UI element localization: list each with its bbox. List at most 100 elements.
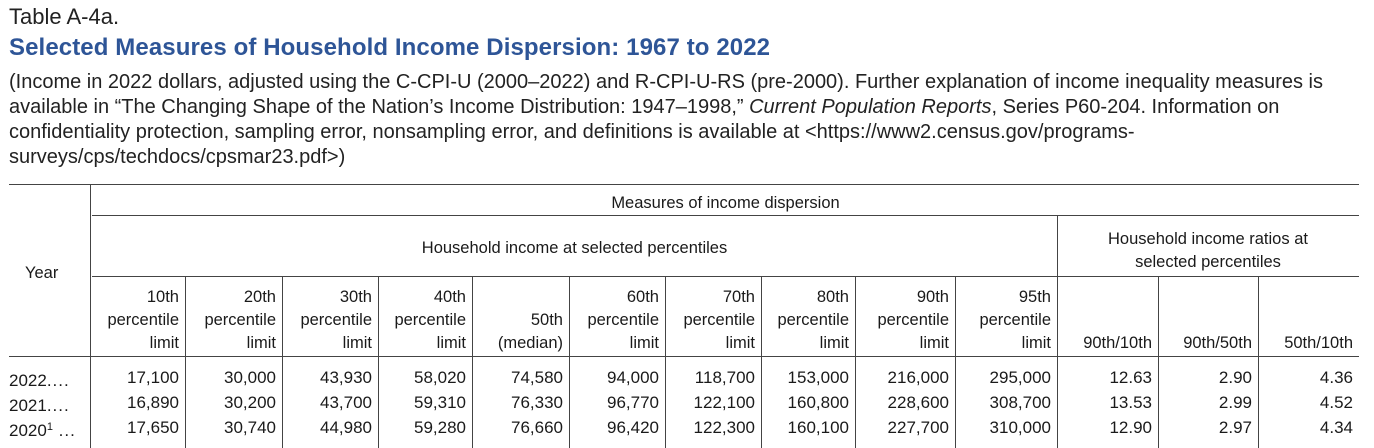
column-divider [855,276,856,448]
table-cell: 43,930 [320,368,372,387]
column-header: 90th percentile limit [856,286,949,354]
table-cell: 17,100 [127,368,179,387]
column-header-line [473,286,563,309]
year-cell: 2021.... [9,391,70,417]
description-text: (Income in 2022 dollars, adjusted using … [9,71,1323,118]
table-cell: 59,280 [414,418,466,437]
leader-dots: ... [52,421,76,440]
table-cell: 308,700 [989,393,1051,412]
subgroup-ratios-header: Household income ratios at selected perc… [1058,228,1358,274]
column-header-line: 95th [1018,288,1051,306]
table-cell: 12.63 [1109,368,1152,387]
column-header: 90th/10th [1058,286,1152,354]
table-cell: 310,000 [989,418,1051,437]
table-cell: 43,700 [320,393,372,412]
page-title: Selected Measures of Household Income Di… [9,34,771,61]
footnote-marker: 1 [46,421,53,433]
subgroup-header-rule [92,276,1359,277]
column-header: 60th percentile limit [570,286,659,354]
column-header-line: 10th [146,288,179,306]
column-header-line [1259,309,1353,332]
table-cell: 2.99 [1218,393,1252,412]
column-header-line: percentile [777,311,849,329]
column-header-line [1259,286,1353,309]
group-header-rule [92,215,1359,216]
table-cell: 160,800 [787,393,849,412]
table-cell: 74,580 [511,368,563,387]
column-header-line: 60th [626,288,659,306]
year-column-divider [90,184,91,448]
column-header-line: percentile [394,311,466,329]
column-header: 40th percentile limit [379,286,466,354]
subgroup-ratios-line1: Household income ratios at [1108,230,1308,248]
column-header-line: limit [725,334,755,352]
table-cell: 44,980 [320,418,372,437]
table-description: (Income in 2022 dollars, adjusted using … [9,70,1359,170]
table-cell: 228,600 [887,393,949,412]
table-cell: 295,000 [989,368,1051,387]
column-header: 50th (median) [473,286,563,354]
year-cell: 20201 ... [9,416,76,442]
column-header-line: percentile [107,311,179,329]
column-header-line: limit [149,334,179,352]
column-header-line: limit [629,334,659,352]
column-header-line: percentile [979,311,1051,329]
table-cell: 76,330 [511,393,563,412]
leader-dots: .... [46,371,70,390]
table-cell: 4.36 [1319,368,1353,387]
table-cell: 227,700 [887,418,949,437]
year-header: Year [25,264,59,282]
column-header: 50th/10th [1259,286,1353,354]
column-header-line [1058,309,1152,332]
table-cell: 160,100 [787,418,849,437]
table-cell: 122,300 [693,418,755,437]
column-header-line: percentile [877,311,949,329]
table-cell: 2.90 [1218,368,1252,387]
column-header-line: limit [1021,334,1051,352]
group-divider [1057,215,1058,448]
year-cell: 2022.... [9,366,70,392]
subgroup-ratios-line2: selected percentiles [1135,253,1281,271]
table-cell: 153,000 [787,368,849,387]
group-header: Measures of income dispersion [611,194,840,212]
column-divider [955,276,956,448]
column-header-line: 90th [916,288,949,306]
description-text-continued: , Series P60-204. Information on confide… [9,96,1280,168]
column-divider [665,276,666,448]
table-cell: 4.52 [1319,393,1353,412]
table-cell: 96,770 [607,393,659,412]
column-header-line [1159,286,1252,309]
column-header: 90th/50th [1159,286,1252,354]
column-header-line: limit [246,334,276,352]
table-cell: 96,420 [607,418,659,437]
column-header-line: percentile [300,311,372,329]
column-header-line: 20th [243,288,276,306]
table-cell: 16,890 [127,393,179,412]
column-header-line: 70th [722,288,755,306]
column-header-line: percentile [683,311,755,329]
table-cell: 2.97 [1218,418,1252,437]
column-divider [378,276,379,448]
column-divider [472,276,473,448]
table-cell: 13.53 [1109,393,1152,412]
table-cell: 118,700 [694,368,755,387]
table-cell: 59,310 [414,393,466,412]
table-cell: 122,100 [693,393,755,412]
table-label: Table A-4a. [9,4,120,29]
description-italic: Current Population Reports [749,96,992,118]
column-header: 70th percentile limit [666,286,755,354]
column-header-line: limit [436,334,466,352]
column-header-line: 50th [530,311,563,329]
year-value: 2020 [9,421,47,440]
table-cell: 12.90 [1109,418,1152,437]
column-header-line: percentile [204,311,276,329]
table-cell: 216,000 [887,368,949,387]
column-header-line: percentile [587,311,659,329]
table-cell: 30,200 [224,393,276,412]
column-header-line: limit [919,334,949,352]
table-cell: 76,660 [511,418,563,437]
column-header-line: 80th [816,288,849,306]
column-header-line: limit [819,334,849,352]
table-cell: 4.34 [1319,418,1353,437]
column-header-line: 30th [339,288,372,306]
